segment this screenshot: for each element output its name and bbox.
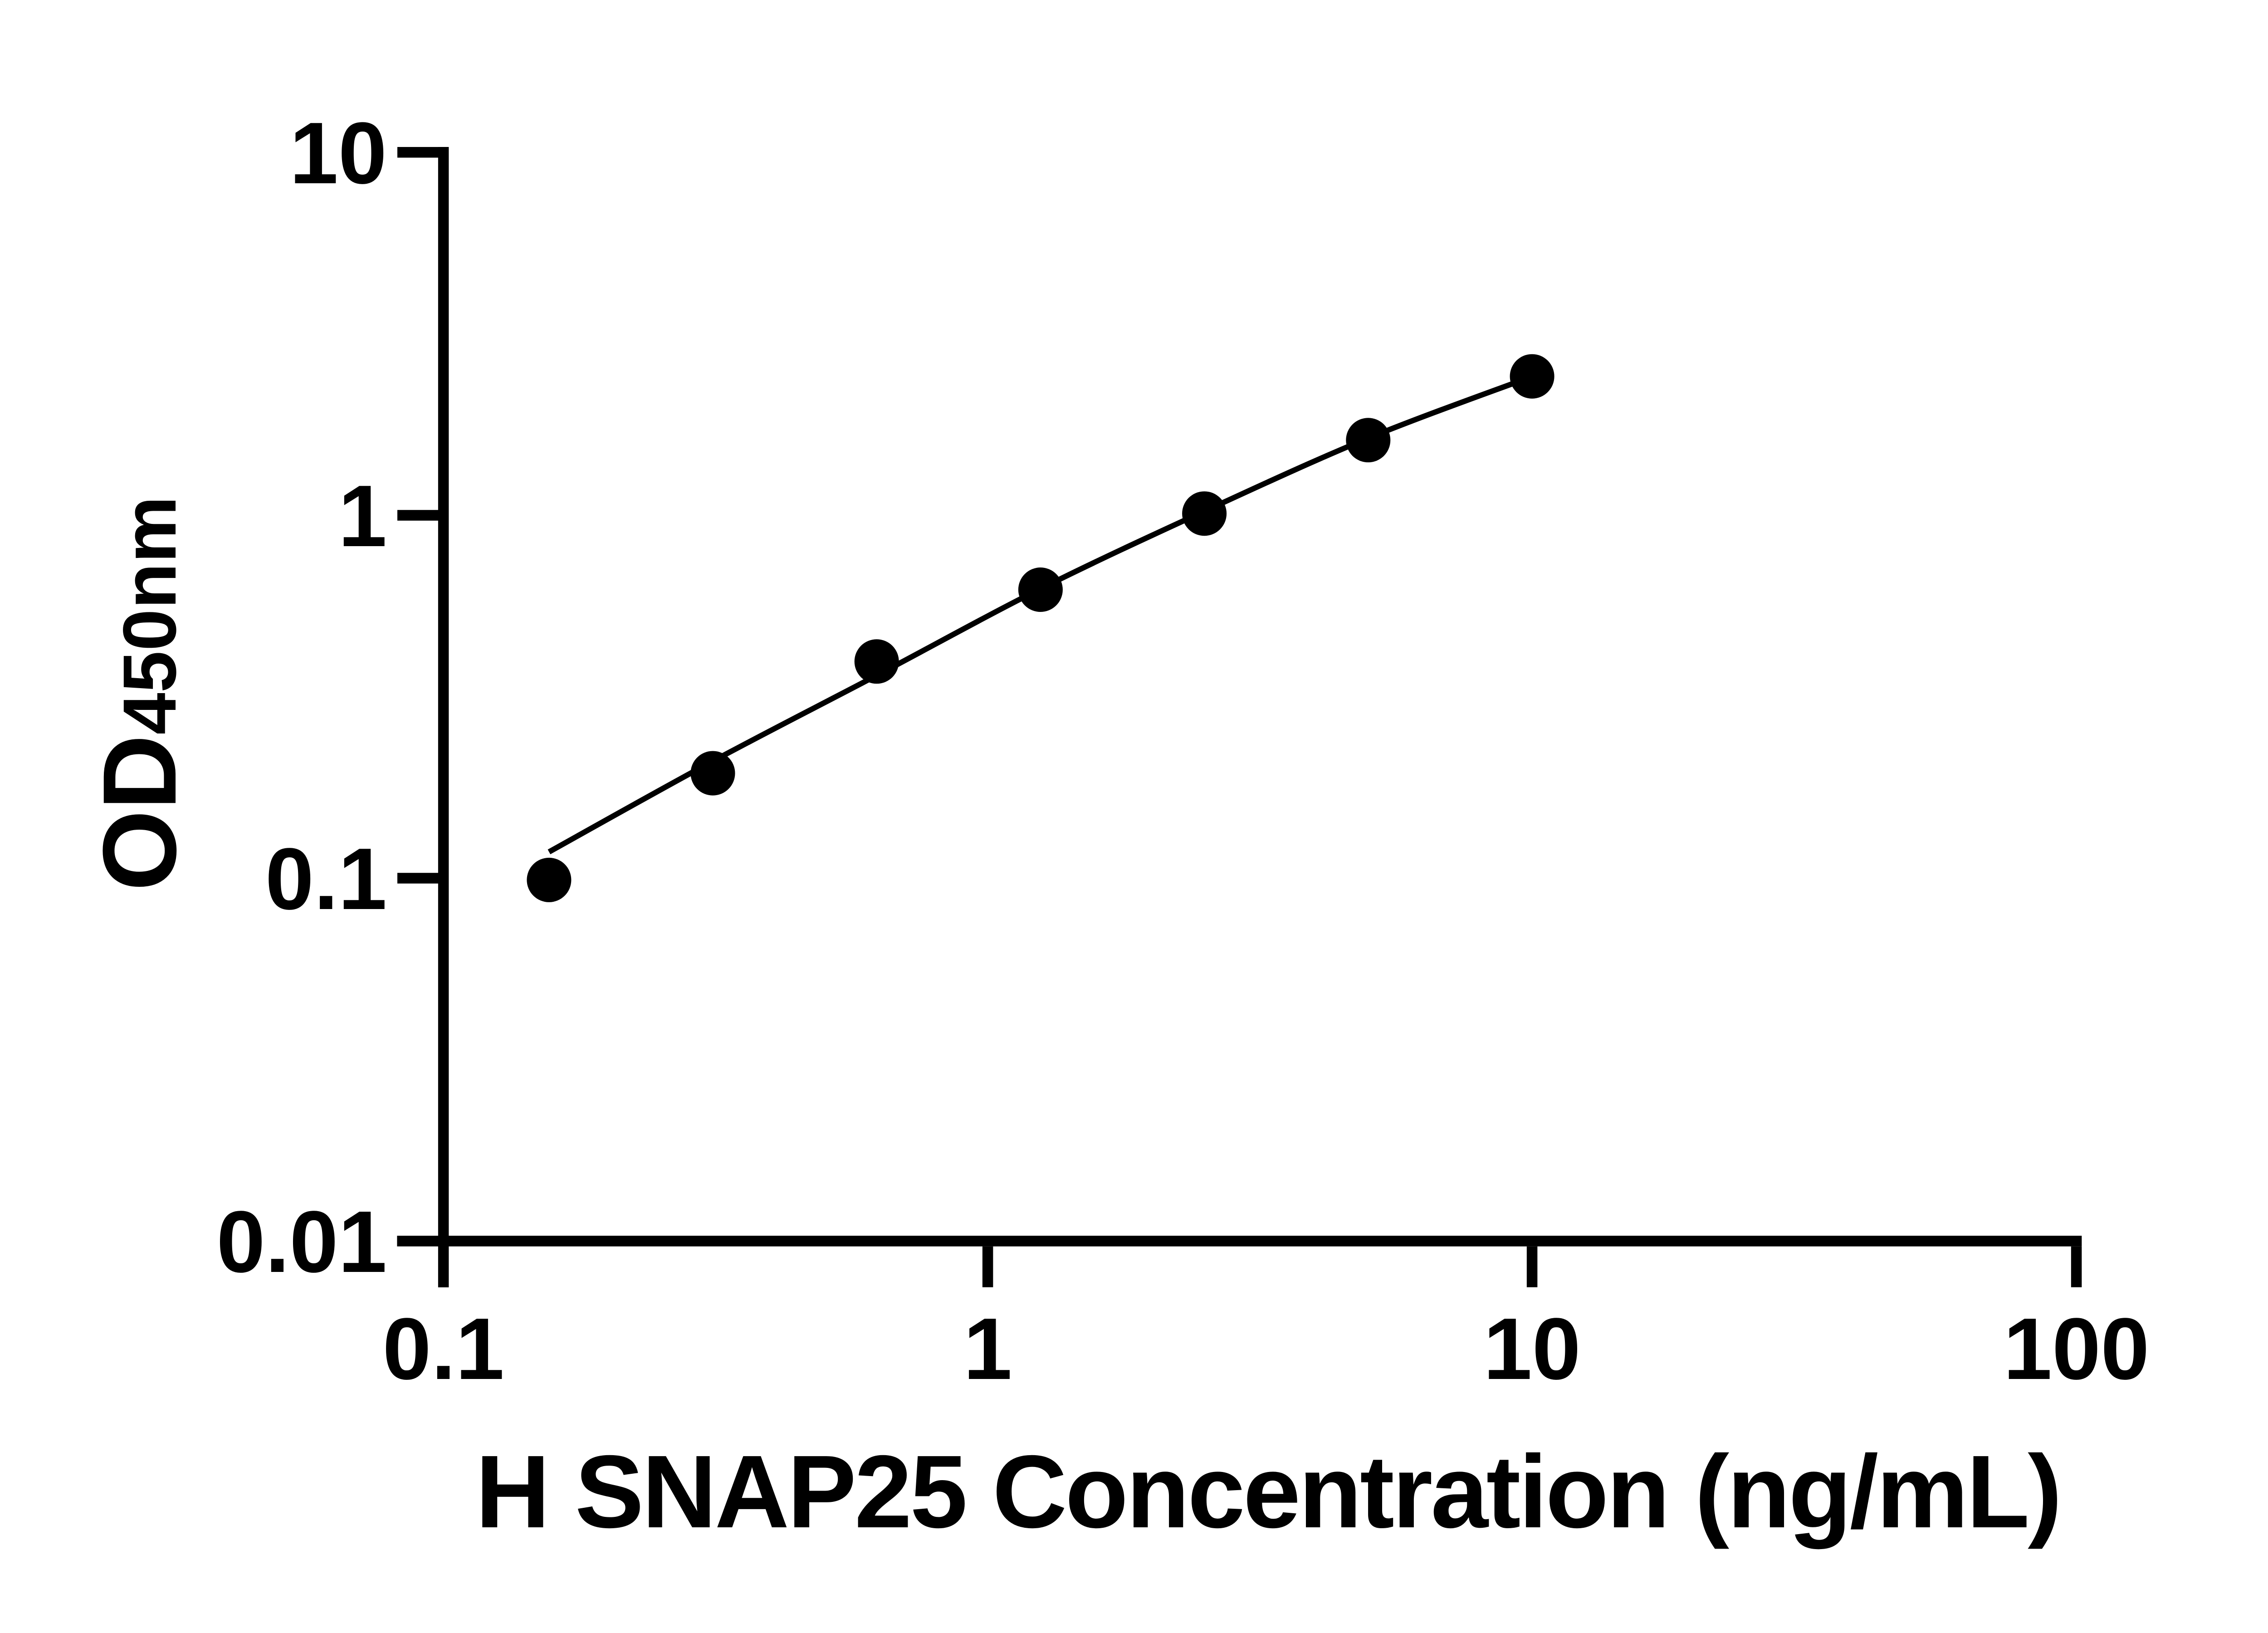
svg-text:OD450nm: OD450nm xyxy=(81,496,198,891)
svg-text:10: 10 xyxy=(289,104,387,202)
svg-text:H SNAP25 Concentration (ng/mL): H SNAP25 Concentration (ng/mL) xyxy=(475,1434,2060,1550)
svg-text:1: 1 xyxy=(963,1300,1012,1398)
svg-text:0.1: 0.1 xyxy=(265,830,387,928)
svg-text:0.1: 0.1 xyxy=(382,1300,504,1398)
svg-text:100: 100 xyxy=(2004,1300,2150,1398)
svg-text:0.01: 0.01 xyxy=(216,1193,387,1291)
svg-text:10: 10 xyxy=(1483,1300,1581,1398)
svg-text:1: 1 xyxy=(338,467,387,565)
